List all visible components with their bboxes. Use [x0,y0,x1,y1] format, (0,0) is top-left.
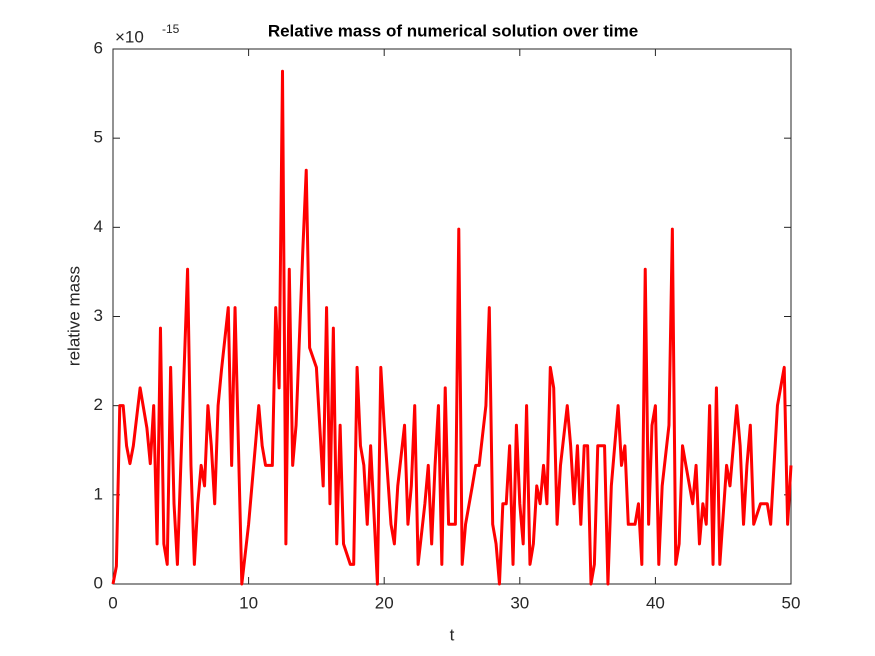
y-exponent: -15 [162,22,180,36]
y-tick-label: 1 [94,484,103,503]
x-tick-label: 0 [108,593,117,612]
y-tick-label: 2 [94,395,103,414]
x-tick-label: 10 [239,593,258,612]
y-tick-label: 3 [94,306,103,325]
x-tick-label: 50 [782,593,801,612]
y-tick-label: 4 [94,217,103,236]
y-tick-label: 0 [94,573,103,592]
chart-title: Relative mass of numerical solution over… [268,21,638,40]
x-tick-label: 40 [646,593,665,612]
y-tick-label: 5 [94,128,103,147]
x-tick-label: 20 [375,593,394,612]
y-axis-label: relative mass [64,266,83,366]
x-tick-label: 30 [510,593,529,612]
y-multiplier: ×10 [115,27,144,46]
x-axis-label: t [450,625,455,644]
plot-frame [112,48,792,585]
data-line [111,69,793,586]
y-tick-label: 6 [94,38,103,57]
